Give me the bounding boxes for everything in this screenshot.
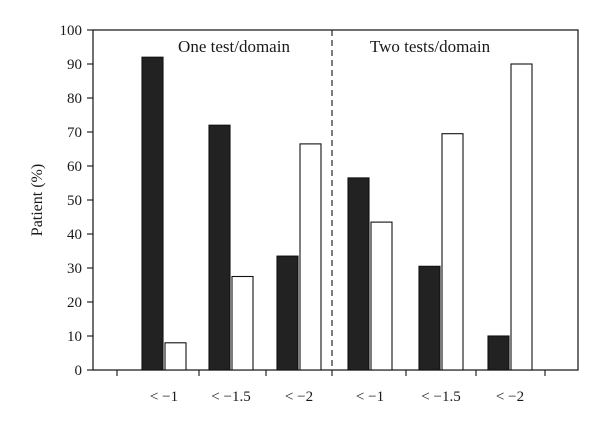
y-tick-label: 40 [67, 227, 82, 243]
bar-black-p2-c2 [418, 265, 441, 371]
bar-black-p2-c1 [347, 177, 370, 371]
y-tick-label: 100 [60, 23, 83, 39]
bar-black-p1-c1 [141, 56, 164, 371]
bar-white-p1-c3 [299, 143, 322, 371]
x-tick-label: < −1.5 [421, 389, 460, 405]
x-tick-label: < −2 [496, 389, 524, 405]
plot-area [92, 29, 579, 371]
bar-white-p1-c1 [164, 342, 187, 371]
bar-white-p1-c2 [231, 275, 254, 371]
bar-white-p2-c3 [510, 63, 533, 371]
y-tick-label: 30 [67, 261, 82, 277]
y-tick-label: 50 [67, 193, 82, 209]
y-tick-label: 20 [67, 295, 82, 311]
y-axis-label: Patient (%) [29, 164, 46, 236]
bar-black-p1-c2 [208, 124, 231, 371]
y-axis: 0 10 20 30 40 50 60 70 80 90 100 [60, 23, 93, 379]
y-tick-label: 90 [67, 57, 82, 73]
y-tick-label: 0 [75, 363, 83, 379]
bar-white-p2-c2 [441, 133, 464, 371]
x-tick-label: < −1 [356, 389, 384, 405]
y-tick-label: 60 [67, 159, 82, 175]
x-tick-label: < −2 [285, 389, 313, 405]
y-tick-label: 80 [67, 91, 82, 107]
bar-black-p2-c3 [487, 335, 510, 371]
y-tick-label: 10 [67, 329, 82, 345]
panel-label-two-tests: Two tests/domain [370, 37, 491, 56]
x-axis: < −1 < −1.5 < −2 < −1 < −1.5 < −2 [116, 370, 546, 405]
bar-white-p2-c1 [370, 221, 393, 371]
bar-black-p1-c3 [276, 255, 299, 371]
panel-label-one-test: One test/domain [178, 37, 290, 56]
x-tick-label: < −1 [150, 389, 178, 405]
x-tick-label: < −1.5 [211, 389, 250, 405]
y-tick-label: 70 [67, 125, 82, 141]
plot-border [92, 29, 579, 371]
bars-group [141, 56, 533, 371]
